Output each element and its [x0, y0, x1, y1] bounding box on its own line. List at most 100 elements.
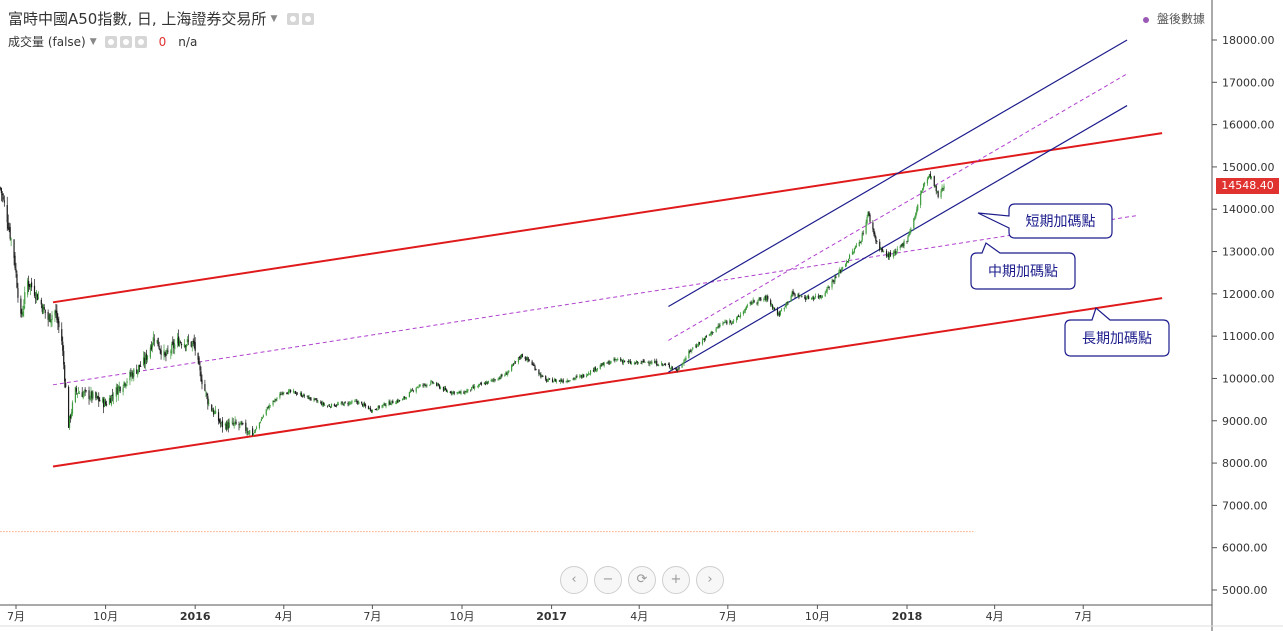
- candle-body: [718, 325, 720, 327]
- candle-body: [663, 364, 666, 365]
- candle-body: [280, 393, 282, 396]
- candle-body: [221, 420, 224, 428]
- candle-body: [20, 298, 22, 314]
- candle-body: [548, 378, 550, 380]
- settings-icon[interactable]: [302, 12, 315, 25]
- candle-body: [742, 311, 745, 315]
- callout-label: 中期加碼點: [988, 264, 1058, 280]
- candle-body: [688, 351, 690, 359]
- candle-body: [942, 188, 944, 190]
- candle-body: [104, 400, 106, 407]
- candle-body: [404, 397, 407, 399]
- candle-body: [505, 372, 507, 376]
- candle-body: [371, 409, 373, 412]
- y-tick-label: 15000.00: [1222, 161, 1275, 174]
- candle-body: [928, 174, 930, 178]
- candle-body: [218, 419, 221, 423]
- candle-body: [881, 248, 883, 251]
- candle-body: [310, 398, 312, 400]
- candle-body: [743, 311, 745, 313]
- settings-icon[interactable]: [119, 35, 132, 48]
- candle-body: [616, 359, 618, 361]
- candle-body: [783, 307, 785, 310]
- y-tick-label: 9000.00: [1222, 415, 1268, 428]
- candle-body: [628, 361, 631, 363]
- candle-body: [286, 392, 288, 394]
- chevron-right-icon[interactable]: ›: [696, 566, 724, 594]
- chevron-down-icon[interactable]: ▼: [89, 36, 97, 47]
- candle-body: [520, 354, 522, 359]
- legend-title-row: 富時中國A50指數, 日, 上海證券交易所 ▼: [8, 8, 315, 29]
- after-hours-toggle[interactable]: 盤後數據: [1142, 10, 1205, 27]
- candle-body: [661, 363, 663, 365]
- candle-body: [24, 292, 26, 304]
- zoom-in-icon[interactable]: +: [662, 566, 690, 594]
- candle-body: [539, 373, 541, 375]
- candle-body: [451, 391, 453, 394]
- candle-body: [327, 405, 329, 407]
- candle-body: [241, 423, 243, 425]
- candle-body: [470, 389, 472, 391]
- close-icon[interactable]: [134, 35, 147, 48]
- candle-body: [793, 293, 795, 294]
- candle-body: [610, 360, 612, 364]
- candle-body: [255, 427, 258, 429]
- candle-body: [13, 239, 15, 258]
- candle-body: [105, 404, 108, 406]
- candle-body: [655, 361, 657, 364]
- candle-body: [860, 241, 862, 243]
- candle-body: [888, 252, 891, 258]
- candle-body: [382, 404, 384, 406]
- candle-body: [602, 363, 604, 366]
- candle-body: [569, 380, 571, 382]
- candle-body: [170, 351, 172, 353]
- candle-body: [370, 410, 373, 412]
- zoom-out-icon[interactable]: −: [594, 566, 622, 594]
- candle-body: [415, 387, 417, 392]
- y-tick-label: 6000.00: [1222, 542, 1268, 555]
- chevron-left-icon[interactable]: ‹: [560, 566, 588, 594]
- candle-body: [779, 311, 782, 315]
- candle-body: [350, 402, 352, 404]
- candle-body: [265, 409, 267, 415]
- candle-body: [446, 391, 448, 393]
- candle-body: [125, 384, 127, 387]
- candle-body: [453, 391, 455, 394]
- candle-body: [872, 222, 874, 230]
- candle-body: [190, 341, 192, 347]
- callout-3: 長期加碼點: [1064, 306, 1170, 357]
- candle-body: [697, 345, 699, 347]
- candle-body: [712, 332, 714, 333]
- candle-body: [211, 404, 213, 411]
- candle-body: [633, 362, 635, 364]
- candle-body: [34, 297, 37, 299]
- candle-body: [565, 381, 567, 383]
- reset-icon[interactable]: ⟳: [628, 566, 656, 594]
- candle-body: [547, 380, 549, 382]
- candle-body: [258, 422, 261, 428]
- candle-body: [429, 384, 431, 386]
- candle-body: [842, 267, 844, 269]
- candle-body: [757, 299, 759, 304]
- visibility-icon[interactable]: [104, 35, 117, 48]
- candle-body: [167, 350, 169, 352]
- candle-body: [876, 241, 878, 242]
- candle-body: [507, 372, 509, 375]
- volume-value: 0: [158, 34, 167, 49]
- chevron-down-icon[interactable]: ▼: [270, 13, 278, 24]
- candle-body: [518, 356, 521, 359]
- candle-body: [580, 375, 582, 377]
- candle-body: [753, 300, 755, 303]
- candle-body: [531, 361, 533, 365]
- candle-body: [698, 342, 700, 346]
- visibility-icon[interactable]: [287, 12, 300, 25]
- candle-body: [122, 387, 124, 393]
- candle-body: [739, 314, 742, 318]
- candle-body: [3, 200, 5, 203]
- candle-body: [417, 387, 419, 388]
- candle-body: [613, 358, 615, 361]
- candle-body: [572, 378, 574, 380]
- candle-body: [907, 236, 909, 242]
- candle-body: [596, 367, 598, 370]
